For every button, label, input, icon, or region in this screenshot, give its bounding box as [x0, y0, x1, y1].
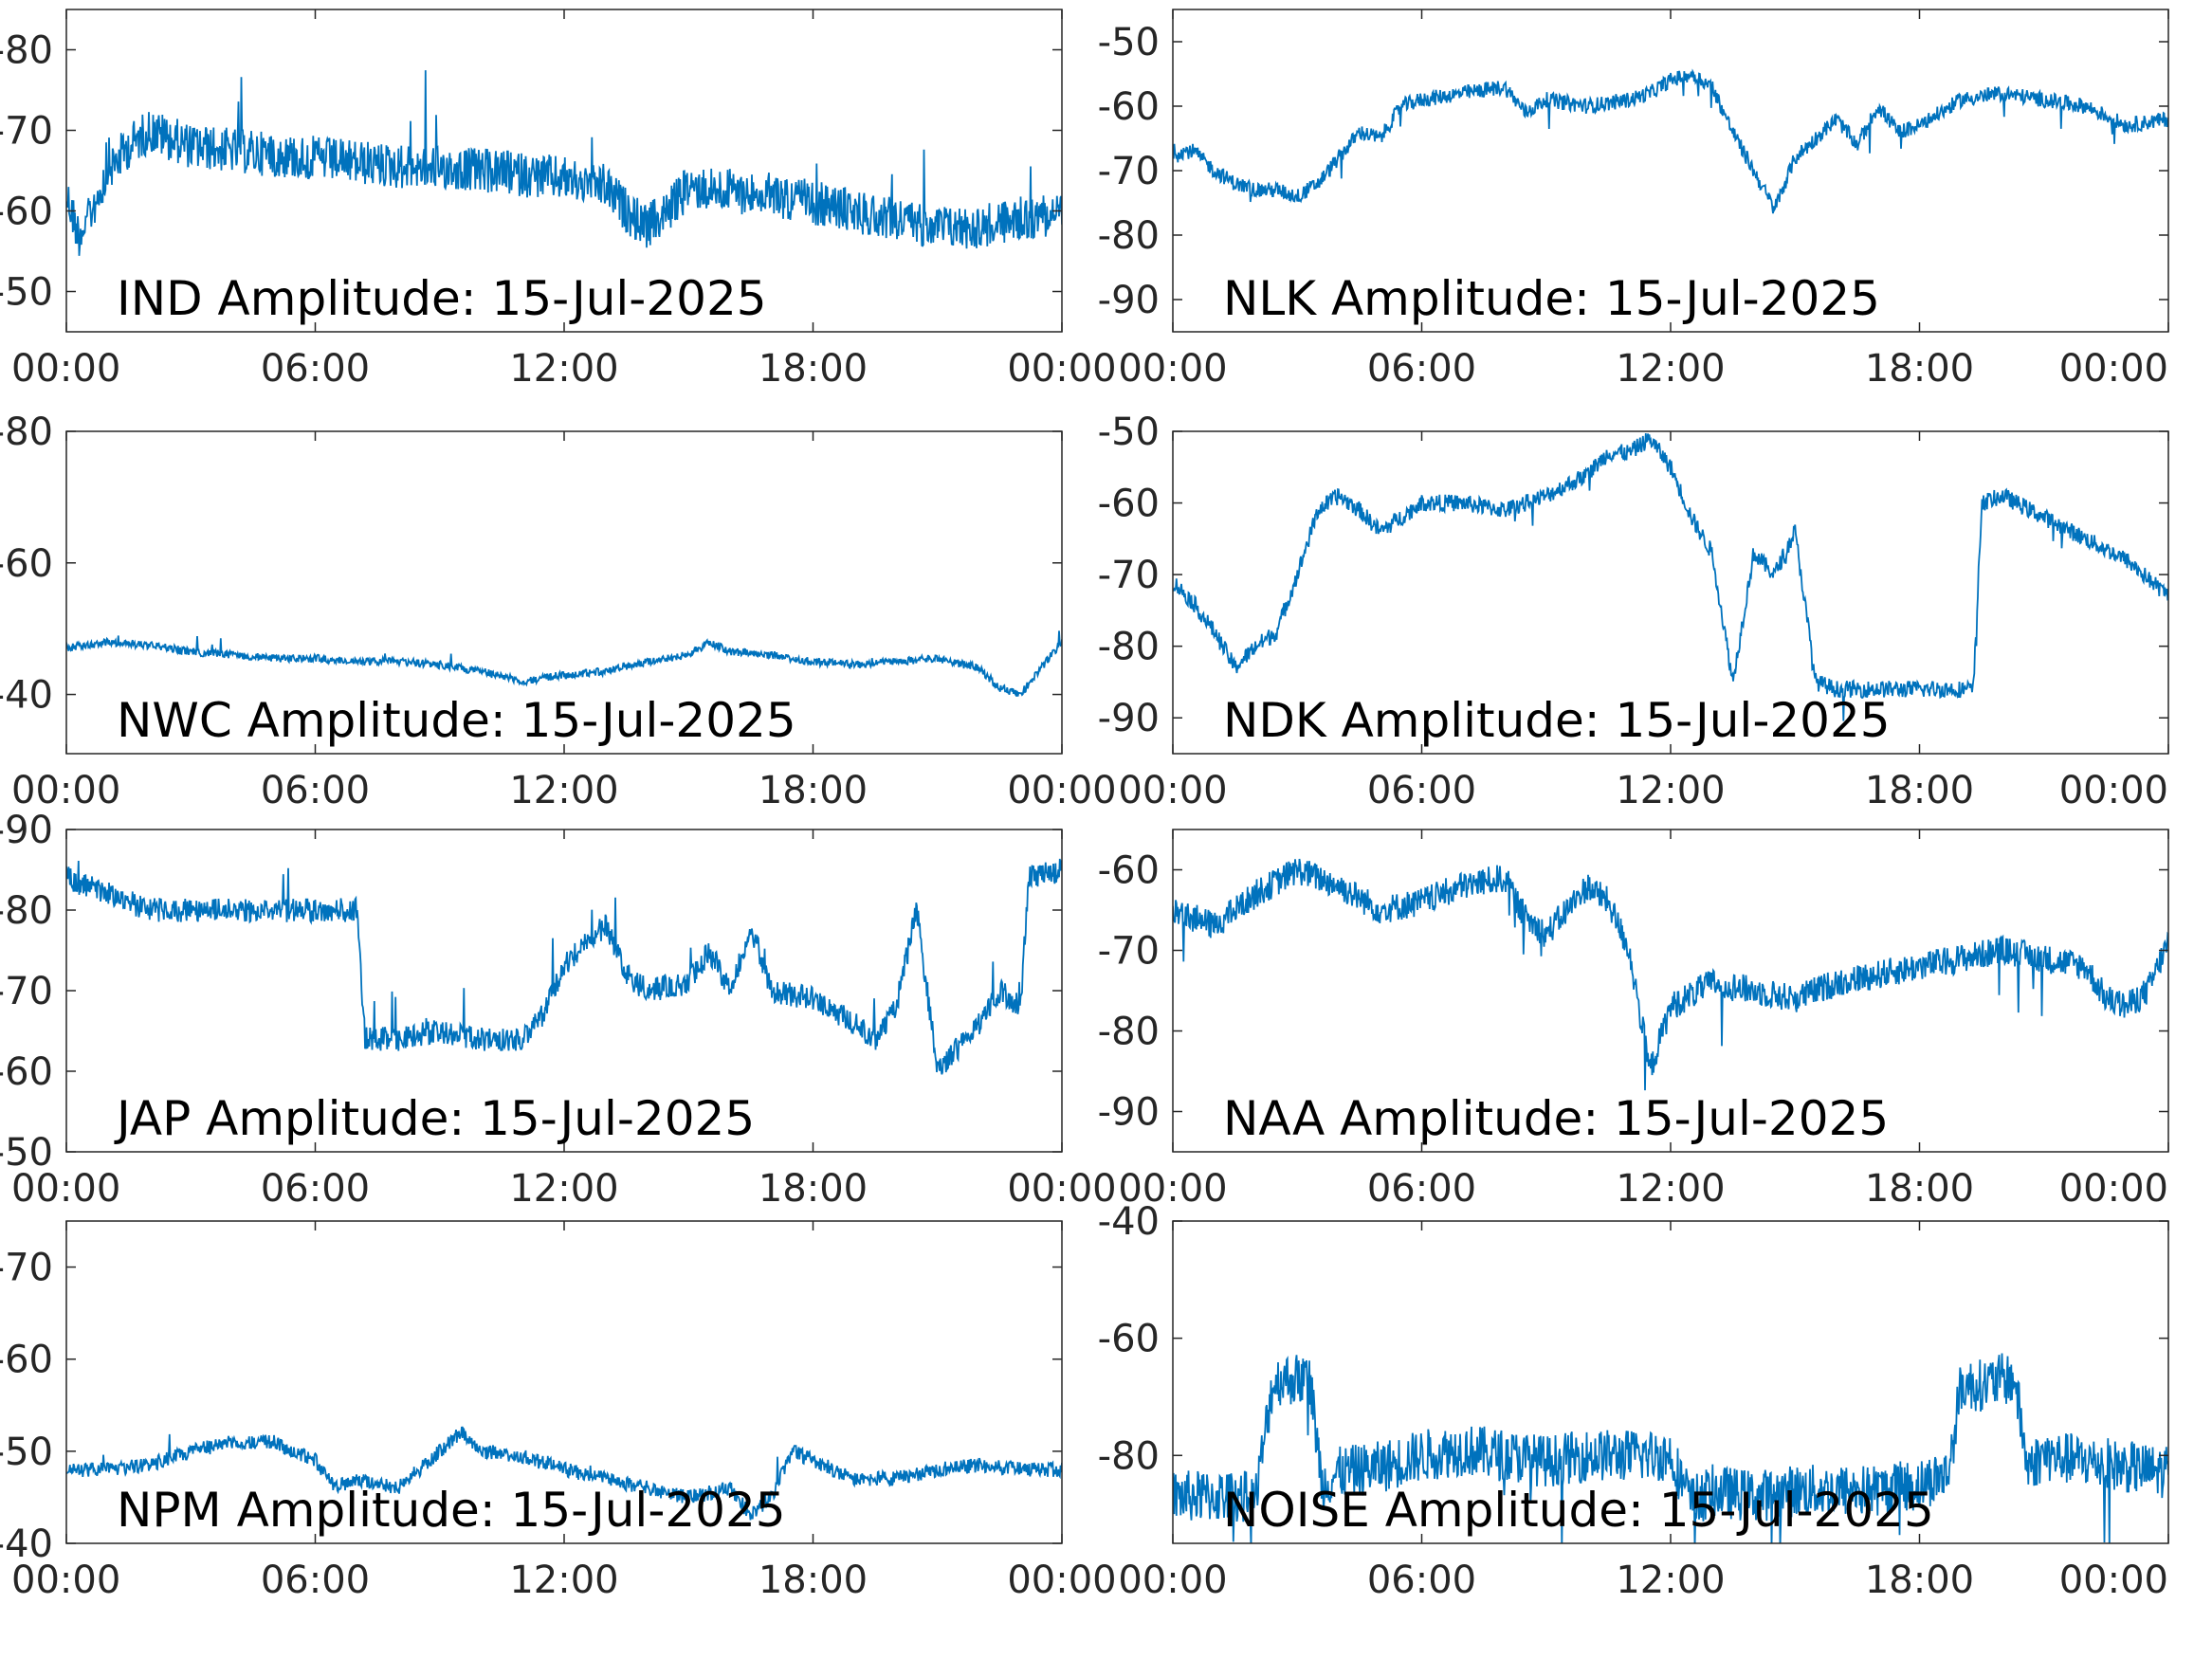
y-tick-label: -70 [1098, 930, 1160, 974]
y-tick-label: -60 [1098, 483, 1160, 526]
y-tick-label: -60 [0, 1339, 53, 1382]
panel-6: 00:0006:0012:0018:0000:00-40-50-60-70NPM… [0, 1220, 1117, 1602]
panel-label: JAP Amplitude: 15-Jul-2025 [114, 1091, 755, 1146]
y-tick-label: -60 [0, 1050, 53, 1094]
x-tick-label: 06:00 [261, 1167, 370, 1211]
y-tick-label: -80 [0, 410, 53, 454]
y-tick-label: -70 [1098, 150, 1160, 193]
y-tick-label: -70 [0, 110, 53, 154]
x-tick-label: 12:00 [1616, 347, 1725, 391]
x-tick-label: 00:00 [1118, 347, 1227, 391]
y-tick-label: -50 [1098, 410, 1160, 454]
y-tick-label: -40 [0, 1522, 53, 1566]
series-line [1173, 858, 2168, 1091]
y-tick-label: -70 [1098, 554, 1160, 597]
x-tick-label: 00:00 [1007, 1167, 1116, 1211]
y-tick-label: -80 [0, 29, 53, 73]
y-tick-label: -60 [1098, 85, 1160, 129]
x-tick-label: 00:00 [11, 769, 120, 812]
y-tick-label: -80 [1098, 626, 1160, 669]
x-tick-label: 06:00 [1367, 769, 1476, 812]
x-tick-label: 00:00 [2059, 769, 2168, 812]
panel-3: 00:00 06:00 12:00 18:00 00:00 -50 -60 -70 -80 -90… [1098, 410, 2169, 812]
x-tick-label: 06:00 [1367, 1167, 1476, 1211]
x-tick-label: 12:00 [509, 1559, 618, 1602]
y-tick-label: -90 [1098, 279, 1160, 322]
x-tick-label: 18:00 [759, 1559, 868, 1602]
x-tick-label: 00:00 [11, 1559, 120, 1602]
y-tick-label: -50 [0, 271, 53, 315]
x-tick-label: 00:00 [2059, 347, 2168, 391]
y-tick-label: -80 [0, 889, 53, 933]
x-tick-label: 12:00 [1616, 769, 1725, 812]
panel-5: 00:00 06:00 12:00 18:00 00:00 -60 -70 -80 -90 NAA… [1098, 829, 2169, 1211]
panel-1: 00:00 06:00 12:00 18:00 00:00 -50 -60 -70 -80 -90… [1098, 9, 2169, 391]
series-line [66, 858, 1062, 1075]
y-tick-label: -60 [1098, 849, 1160, 893]
y-tick-label: -60 [0, 542, 53, 586]
x-tick-label: 00:00 [1118, 1167, 1227, 1211]
x-tick-label: 00:00 [1118, 1559, 1227, 1602]
series-line [66, 1426, 1062, 1521]
x-tick-label: 06:00 [1367, 1559, 1476, 1602]
y-tick-label: -50 [1098, 21, 1160, 64]
x-tick-label: 00:00 [1007, 769, 1116, 812]
x-tick-label: 00:00 [11, 1167, 120, 1211]
panel-label: NWC Amplitude: 15-Jul-2025 [117, 693, 796, 748]
x-tick-label: 18:00 [1865, 1559, 1974, 1602]
y-tick-label: -90 [1098, 1091, 1160, 1135]
y-tick-label: -90 [0, 809, 53, 852]
y-tick-label: -70 [0, 1247, 53, 1290]
series-line [66, 70, 1062, 256]
y-tick-label: -80 [1098, 1434, 1160, 1478]
panel-label: NLK Amplitude: 15-Jul-2025 [1223, 271, 1880, 326]
y-tick-label: -60 [1098, 1318, 1160, 1361]
y-tick-label: -90 [1098, 697, 1160, 740]
x-tick-label: 12:00 [509, 1167, 618, 1211]
y-tick-label: -50 [0, 1131, 53, 1175]
y-tick-label: -60 [0, 191, 53, 234]
panel-4: 00:0006:0012:0018:0000:00-50-60-70-80-90… [0, 809, 1117, 1211]
y-tick-label: -80 [1098, 1011, 1160, 1054]
x-tick-label: 06:00 [261, 347, 370, 391]
x-tick-label: 18:00 [1865, 347, 1974, 391]
panel-label: NAA Amplitude: 15-Jul-2025 [1223, 1091, 1889, 1146]
panel-label: NOISE Amplitude: 15-Jul-2025 [1223, 1483, 1934, 1538]
x-tick-label: 00:00 [1118, 769, 1227, 812]
x-tick-label: 18:00 [759, 347, 868, 391]
x-tick-label: 06:00 [261, 1559, 370, 1602]
x-tick-label: 18:00 [759, 769, 868, 812]
x-tick-label: 00:00 [2059, 1167, 2168, 1211]
x-tick-label: 00:00 [2059, 1559, 2168, 1602]
y-tick-label: -70 [0, 970, 53, 1013]
x-tick-label: 06:00 [261, 769, 370, 812]
x-tick-label: 18:00 [1865, 1167, 1974, 1211]
series-line [66, 630, 1062, 697]
y-tick-label: -40 [1098, 1200, 1160, 1244]
series-line [1173, 68, 2168, 214]
x-tick-label: 12:00 [1616, 1167, 1725, 1211]
x-tick-label: 18:00 [1865, 769, 1974, 812]
x-tick-label: 12:00 [509, 347, 618, 391]
x-tick-label: 18:00 [759, 1167, 868, 1211]
panel-label: NDK Amplitude: 15-Jul-2025 [1223, 693, 1891, 748]
y-tick-label: -40 [0, 674, 53, 718]
series-line [1173, 433, 2168, 721]
x-tick-label: 00:00 [1007, 1559, 1116, 1602]
panel-7: 00:00 06:00 12:00 18:00 00:00 -40 -60 -80 NOISE … [1098, 1200, 2169, 1602]
x-tick-label: 12:00 [1616, 1559, 1725, 1602]
x-tick-label: 12:00 [509, 769, 618, 812]
panel-label: IND Amplitude: 15-Jul-2025 [117, 271, 767, 326]
panel-0: 00:00 06:00 12:00 18:00 00:00 -50 -60 -70 -80 IND… [0, 9, 1117, 391]
x-tick-label: 06:00 [1367, 347, 1476, 391]
x-tick-label: 00:00 [11, 347, 120, 391]
y-tick-label: -80 [1098, 214, 1160, 258]
panel-2: 00:00 06:00 12:00 18:00 00:00 -40 -60 -80 NWC Am… [0, 410, 1117, 812]
series-line [1173, 1353, 2168, 1543]
y-tick-label: -50 [0, 1431, 53, 1474]
panel-label: NPM Amplitude: 15-Jul-2025 [117, 1483, 786, 1538]
x-tick-label: 00:00 [1007, 347, 1116, 391]
